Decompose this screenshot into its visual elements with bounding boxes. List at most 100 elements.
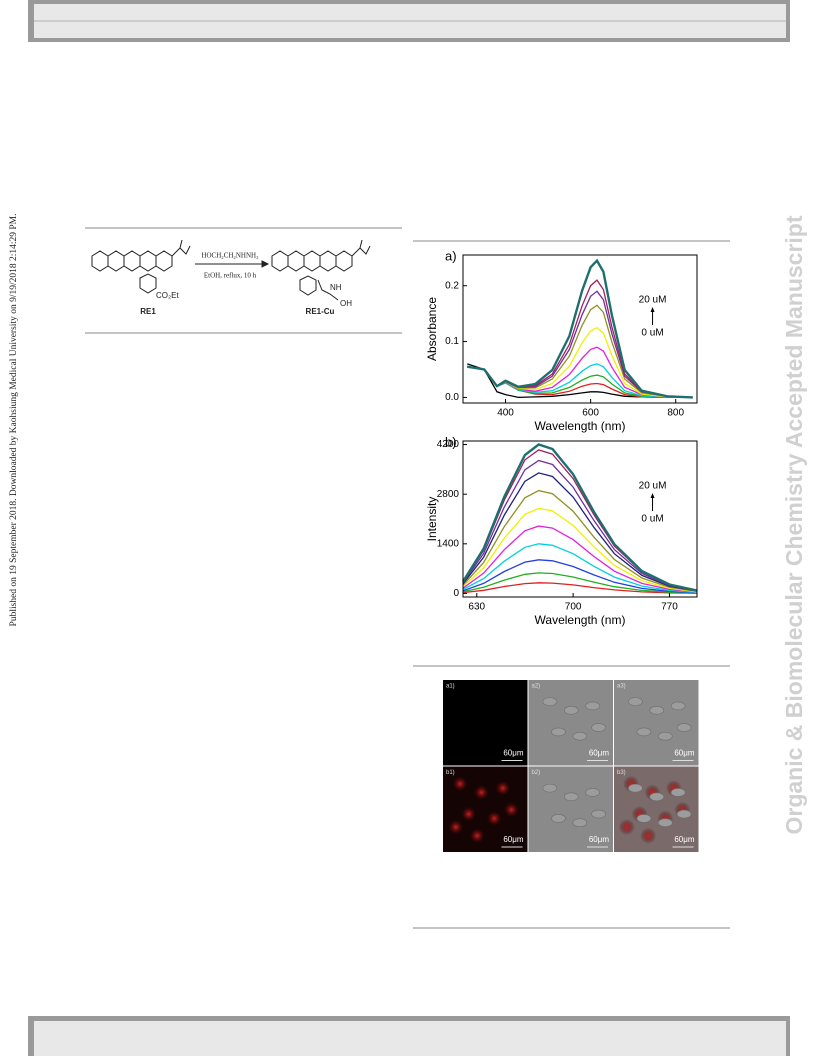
conditions-label: EtOH, reflux, 10 h (204, 272, 257, 280)
cell-glow (452, 775, 469, 792)
panel-label: b1) (446, 770, 455, 776)
cell-shape (657, 731, 673, 741)
annotation: 20 uM (639, 481, 667, 492)
plot-frame (462, 254, 698, 404)
curve (461, 443, 698, 592)
cell-shape (676, 809, 692, 819)
curve (467, 363, 693, 399)
y-tick-label: 0.1 (445, 336, 459, 347)
y-axis-label: Intensity (425, 497, 439, 542)
y-tick-label: 0 (453, 588, 459, 599)
cell-image (528, 766, 613, 852)
panel-label: a) (445, 248, 457, 263)
curve (462, 582, 698, 594)
curve (462, 559, 698, 594)
cell-glow (494, 780, 511, 797)
y-tick-label: 0.0 (445, 392, 459, 403)
cell-glow (473, 784, 490, 801)
cell-glow (486, 810, 503, 827)
y-tick-label: 1400 (437, 538, 460, 549)
footer-inner (34, 1021, 786, 1056)
product-label: RE1-Cu (306, 307, 335, 316)
cell-shape (676, 723, 692, 732)
cell-image (614, 680, 699, 766)
curve (462, 525, 698, 593)
x-tick-label: 630 (468, 602, 485, 613)
annotation: 20 uM (639, 295, 667, 306)
cell-image (443, 680, 528, 766)
cell-glow (460, 806, 477, 823)
annotation: 0 uM (641, 514, 663, 525)
cell-glow (640, 827, 657, 844)
y-axis-label: Absorbance (425, 297, 439, 361)
cell-shape (649, 705, 665, 715)
cell-shape (657, 818, 673, 828)
cell-glow (503, 801, 520, 818)
cell-shape (649, 792, 665, 802)
cell-shape (585, 788, 600, 797)
x-tick-label: 400 (497, 408, 514, 419)
cell-shape (563, 705, 579, 715)
x-axis-label: Wavelength (nm) (535, 419, 626, 433)
cell-shape (585, 701, 600, 711)
curve (462, 572, 698, 594)
arrow-head (650, 307, 655, 312)
cell-shape (542, 697, 558, 706)
curve (462, 459, 698, 592)
panel-label: b3) (617, 770, 626, 776)
cell-shape (636, 727, 652, 737)
cell-shape (563, 792, 579, 802)
y-tick-label: 0.2 (445, 280, 459, 291)
cell-shape (551, 814, 566, 823)
panel-label: a1) (446, 684, 455, 690)
y-tick-label: 4200 (437, 439, 460, 450)
reagent-label: HOCH₂CH₂NHNH₂ (201, 252, 259, 260)
cell-shape (670, 788, 686, 797)
cell-image (528, 680, 613, 766)
scale-bar-label: 60μm (589, 749, 610, 758)
x-tick-label: 770 (661, 602, 678, 613)
cell-shape (628, 697, 643, 706)
scale-bar-label: 60μm (674, 835, 695, 844)
spectra: 400 600 800 0.0 0.1 0.2 Wavelength (nm) Absorba… (425, 248, 698, 627)
annotation: 0 uM (641, 328, 663, 339)
cell-shape (636, 814, 652, 823)
x-tick-label: 800 (667, 408, 684, 419)
curve (462, 489, 698, 593)
panel-label: a2) (532, 684, 541, 690)
cell-shape (628, 783, 643, 793)
cell-glow (618, 819, 635, 836)
curve (467, 258, 693, 399)
curve (462, 543, 698, 594)
cell-shape (551, 727, 566, 737)
x-axis-label: Wavelength (nm) (535, 613, 626, 627)
panel-label: b2) (532, 770, 541, 776)
cell-shape (542, 783, 558, 793)
scale-bar-label: 60μm (503, 835, 524, 844)
panel-label: b) (445, 434, 457, 449)
cell-shape (591, 809, 606, 819)
cell-shape (572, 818, 588, 828)
scale-bar-label: 60μm (503, 749, 524, 758)
x-tick-label: 600 (582, 408, 599, 419)
arrow-head (650, 493, 655, 498)
x-tick-label: 700 (565, 602, 582, 613)
cell-glow (469, 827, 486, 844)
cell-shape (572, 731, 588, 741)
cell-glow (447, 819, 464, 836)
amine-label: NH (330, 283, 342, 292)
hydroxyl-label: OH (340, 299, 352, 308)
scheme-structures (91, 239, 371, 301)
cell-shape (670, 701, 686, 711)
chart: 630 700 770 0 1400 2800 4200 Wavelength (nm) Int… (425, 434, 698, 627)
cell-shape (591, 723, 606, 732)
ester-label: CO₂Et (156, 291, 179, 300)
side-note: Published on 19 September 2018. Download… (9, 214, 19, 627)
y-tick-label: 2800 (437, 489, 460, 500)
chart: 400 600 800 0.0 0.1 0.2 Wavelength (nm) Absorba… (425, 248, 698, 433)
cell-images: a1) 60μm a2) 60μm a3) 60μm b1) 60μm b2) 60μm b3) 60… (443, 680, 699, 852)
reactant-label: RE1 (140, 307, 156, 316)
scale-bar-label: 60μm (674, 749, 695, 758)
plot-frame (462, 440, 698, 598)
